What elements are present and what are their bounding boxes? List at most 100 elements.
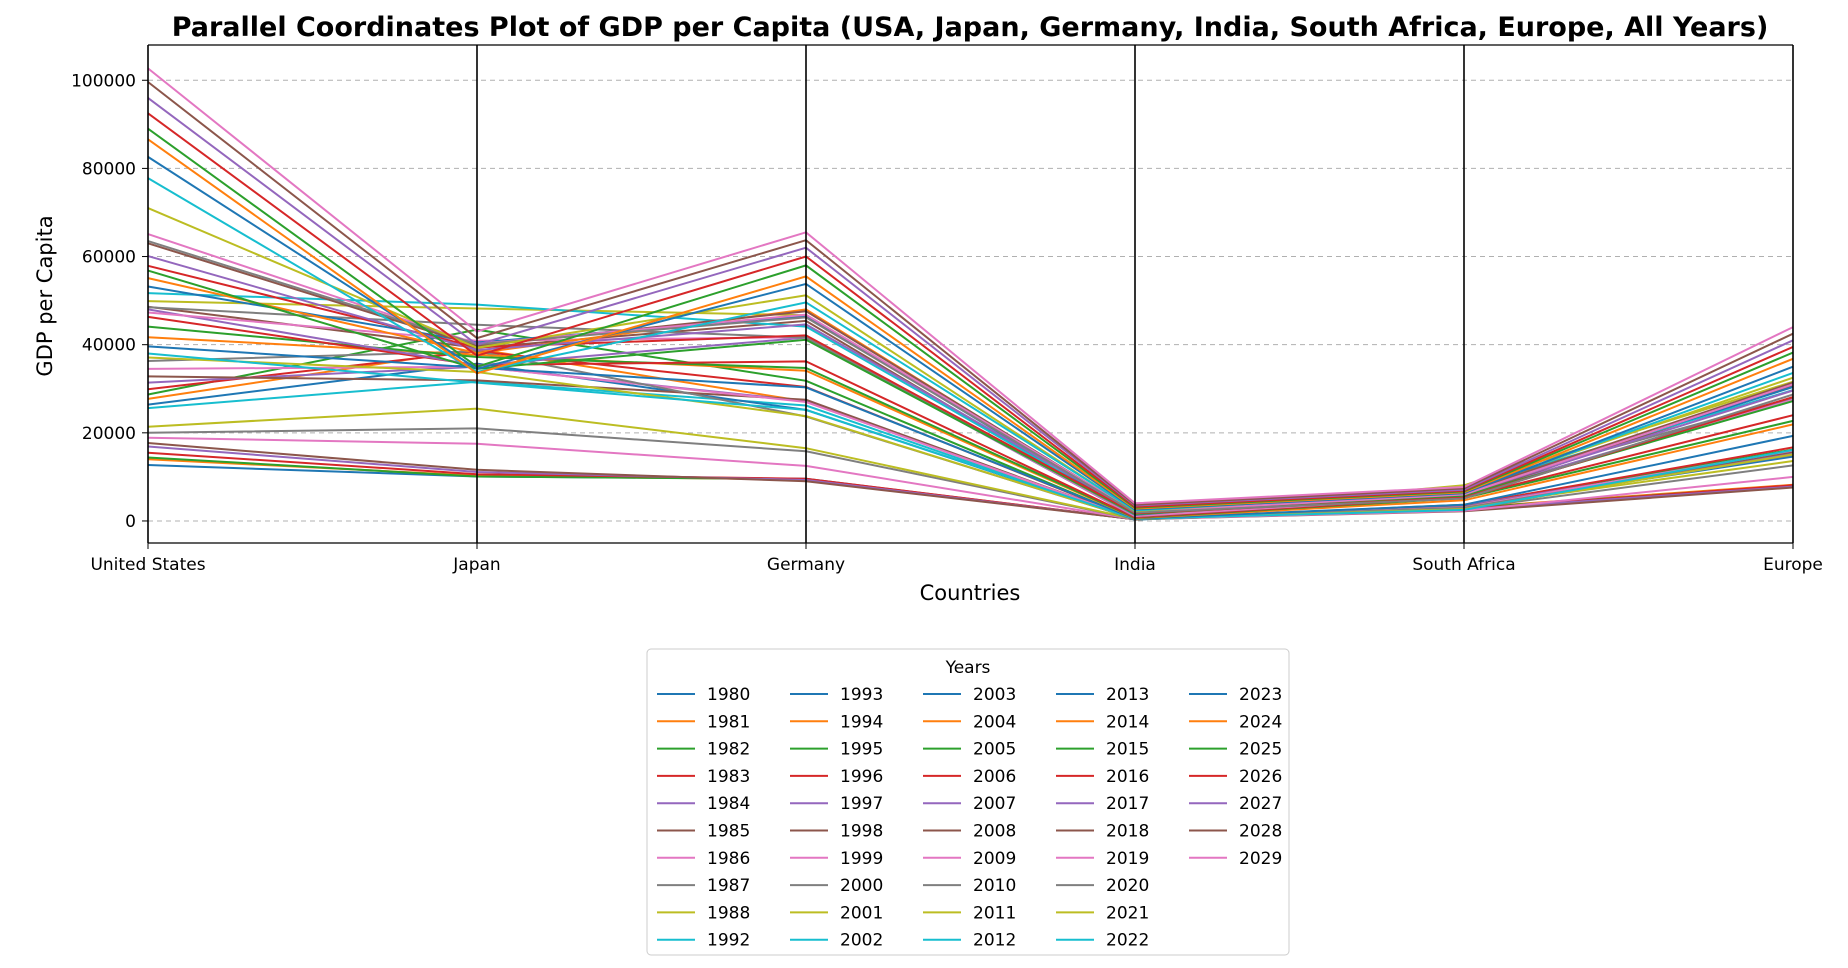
legend-item-2002: 2002 xyxy=(790,931,883,951)
series-lines xyxy=(147,67,1794,521)
legend-label: 1993 xyxy=(840,685,883,705)
x-tick-label: India xyxy=(1114,555,1156,575)
chart-title: Parallel Coordinates Plot of GDP per Cap… xyxy=(172,12,1769,43)
legend-label: 2012 xyxy=(973,931,1016,951)
legend-label: 2026 xyxy=(1239,767,1282,787)
series-line-2025 xyxy=(147,127,1794,509)
legend-item-1994: 1994 xyxy=(790,712,883,732)
legend-item-2000: 2000 xyxy=(790,876,883,896)
legend-item-2011: 2011 xyxy=(923,903,1016,923)
legend-item-2020: 2020 xyxy=(1056,876,1149,896)
legend-label: 2003 xyxy=(973,685,1016,705)
legend-item-2019: 2019 xyxy=(1056,849,1149,869)
legend-label: 2021 xyxy=(1106,903,1149,923)
legend-label: 2002 xyxy=(840,931,883,951)
legend-item-2006: 2006 xyxy=(923,767,1016,787)
legend-label: 1987 xyxy=(707,876,750,896)
legend-label: 2023 xyxy=(1239,685,1282,705)
y-axis-label: GDP per Capita xyxy=(33,215,57,376)
legend-label: 1981 xyxy=(707,712,750,732)
legend-item-2022: 2022 xyxy=(1056,931,1149,951)
legend-label: 1996 xyxy=(840,767,883,787)
series-line-2027 xyxy=(147,97,1794,507)
legend-item-1984: 1984 xyxy=(657,794,750,814)
legend-item-1987: 1987 xyxy=(657,876,750,896)
series-line-2002 xyxy=(147,352,1794,520)
legend-label: 1984 xyxy=(707,794,750,814)
legend-item-2004: 2004 xyxy=(923,712,1016,732)
legend-item-1981: 1981 xyxy=(657,712,750,732)
series-line-1985 xyxy=(147,442,1794,521)
series-line-2003 xyxy=(147,345,1794,520)
legend-label: 2008 xyxy=(973,822,1016,842)
legend-item-2008: 2008 xyxy=(923,822,1016,842)
legend-label: 2001 xyxy=(840,903,883,923)
legend-label: 2013 xyxy=(1106,685,1149,705)
y-gridlines xyxy=(148,79,1793,522)
legend-label: 2006 xyxy=(973,767,1016,787)
legend-label: 1998 xyxy=(840,822,883,842)
legend-label: 1997 xyxy=(840,794,883,814)
series-line-2026 xyxy=(147,112,1794,508)
legend-item-2009: 2009 xyxy=(923,849,1016,869)
legend-item-2001: 2001 xyxy=(790,903,883,923)
series-line-1986 xyxy=(147,436,1794,521)
legend-label: 1988 xyxy=(707,903,750,923)
series-line-1987 xyxy=(147,427,1794,521)
legend-label: 2007 xyxy=(973,794,1016,814)
legend-label: 1982 xyxy=(707,740,750,760)
legend-item-1992: 1992 xyxy=(657,931,750,951)
legend-item-1997: 1997 xyxy=(790,794,883,814)
legend-label: 1992 xyxy=(707,931,750,951)
x-tick-label: United States xyxy=(90,555,205,575)
legend-label: 2004 xyxy=(973,712,1016,732)
legend-label: 1999 xyxy=(840,849,883,869)
x-tick-label: Europe xyxy=(1763,555,1823,575)
legend-item-2025: 2025 xyxy=(1189,740,1282,760)
x-tick-label: Germany xyxy=(767,555,845,575)
legend-item-2003: 2003 xyxy=(923,685,1016,705)
legend-item-2007: 2007 xyxy=(923,794,1016,814)
legend-item-2023: 2023 xyxy=(1189,685,1282,705)
legend-item-2013: 2013 xyxy=(1056,685,1149,705)
legend-item-2014: 2014 xyxy=(1056,712,1149,732)
legend-label: 2028 xyxy=(1239,822,1282,842)
legend-item-2018: 2018 xyxy=(1056,822,1149,842)
series-line-1999 xyxy=(147,365,1794,521)
legend-items: 1980 1981 1982 1983 1984 1985 1986 1987 1988 1992… xyxy=(657,685,1282,951)
series-line-2018 xyxy=(147,242,1794,514)
legend-item-2016: 2016 xyxy=(1056,767,1149,787)
legend-item-2027: 2027 xyxy=(1189,794,1282,814)
legend-label: 2011 xyxy=(973,903,1016,923)
legend-label: 2025 xyxy=(1239,740,1282,760)
legend-item-1999: 1999 xyxy=(790,849,883,869)
y-tick-label: 100000 xyxy=(71,71,136,91)
legend-item-2005: 2005 xyxy=(923,740,1016,760)
legend-item-1983: 1983 xyxy=(657,767,750,787)
legend-label: 2009 xyxy=(973,849,1016,869)
legend-item-1980: 1980 xyxy=(657,685,750,705)
plot-frame xyxy=(147,44,1794,544)
series-line-2005 xyxy=(147,325,1794,519)
y-tick-label: 0 xyxy=(125,512,136,532)
legend-label: 1980 xyxy=(707,685,750,705)
legend-label: 2024 xyxy=(1239,712,1282,732)
legend-label: 2010 xyxy=(973,876,1016,896)
legend-item-1985: 1985 xyxy=(657,822,750,842)
legend-label: 1986 xyxy=(707,849,750,869)
legend-label: 2020 xyxy=(1106,876,1149,896)
x-tick-label: South Africa xyxy=(1412,555,1515,575)
legend-item-2017: 2017 xyxy=(1056,794,1149,814)
legend-title: Years xyxy=(945,658,991,678)
legend-box xyxy=(646,648,1290,956)
legend-label: 2017 xyxy=(1106,794,1149,814)
legend-label: 2018 xyxy=(1106,822,1149,842)
legend-item-2028: 2028 xyxy=(1189,822,1282,842)
legend-label: 2022 xyxy=(1106,931,1149,951)
legend-label: 2015 xyxy=(1106,740,1149,760)
x-tick-labels: United States Japan Germany India South Afri… xyxy=(90,543,1823,575)
legend-item-1993: 1993 xyxy=(790,685,883,705)
series-line-2028 xyxy=(147,81,1794,506)
y-tick-labels: 0 20000 40000 60000 80000 100000 xyxy=(71,71,148,532)
